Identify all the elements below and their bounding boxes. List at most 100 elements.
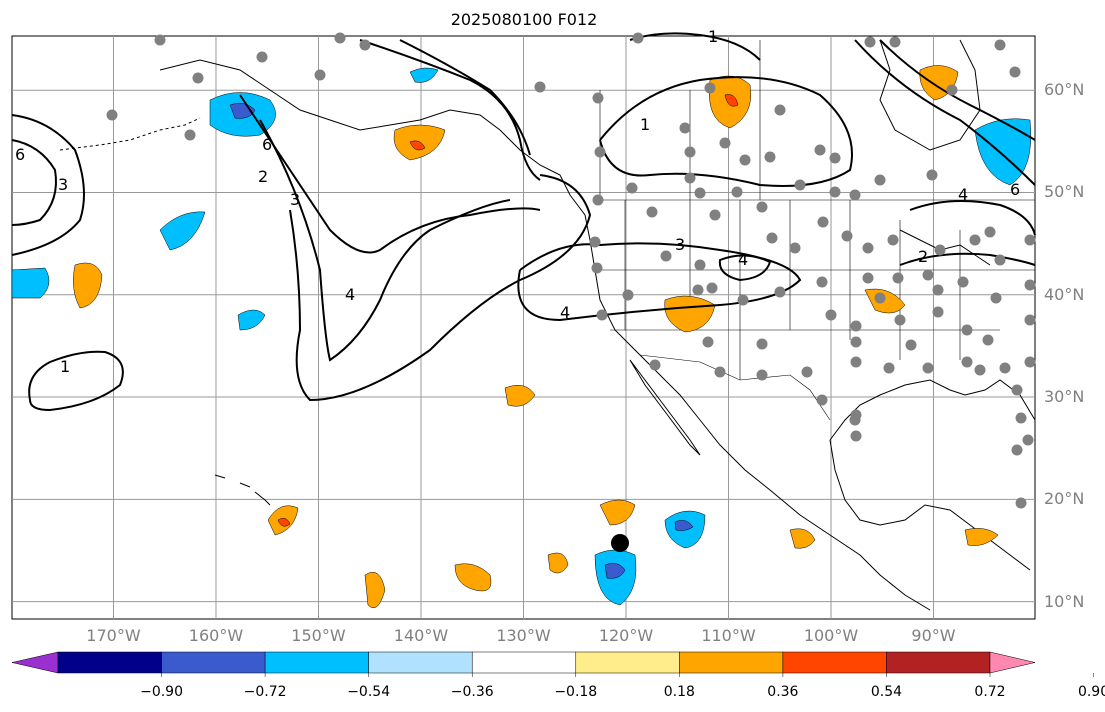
- colorbar: [11, 651, 1094, 677]
- contour-label: 1: [640, 115, 650, 134]
- shade-orange-sub: [504, 384, 536, 407]
- station-dot: [154, 34, 166, 46]
- station-dot: [756, 369, 768, 381]
- colorbar-tick-label: −0.54: [347, 684, 391, 700]
- station-dot: [789, 242, 801, 254]
- station-dot: [359, 39, 371, 51]
- colorbar-tick-label: −0.90: [140, 684, 183, 700]
- station-dot: [1011, 384, 1023, 396]
- station-dot: [594, 146, 606, 158]
- colorbar-bin: [161, 651, 266, 674]
- station-dot: [816, 276, 828, 288]
- station-dot: [626, 182, 638, 194]
- lon-label: 90°W: [911, 626, 956, 645]
- station-dot: [646, 206, 658, 218]
- contour-label: 4: [560, 303, 570, 322]
- contour-label: 6: [15, 145, 25, 164]
- colorbar-tick-label: 0.36: [767, 684, 799, 700]
- shade-orange-mexico: [789, 528, 816, 549]
- colorbar-bin: [679, 651, 784, 674]
- station-dots: [106, 32, 1036, 509]
- station-dot: [957, 276, 969, 288]
- station-dot: [825, 309, 837, 321]
- station-dot: [756, 338, 768, 350]
- hudson-bay: [879, 39, 981, 151]
- shade-orange-tropics: [599, 499, 636, 526]
- station-dot: [934, 244, 946, 256]
- lat-label: 20°N: [1044, 489, 1085, 509]
- station-dot: [692, 284, 704, 296]
- station-dot: [702, 336, 714, 348]
- shade-orange-w-pacific: [73, 262, 103, 309]
- station-dot: [969, 234, 981, 246]
- colorbar-tick-label: 0.72: [974, 684, 1006, 700]
- station-dot: [737, 294, 749, 306]
- shade-orange-plains: [864, 288, 906, 314]
- station-dot: [739, 154, 751, 166]
- station-dot: [894, 314, 906, 326]
- hawaii-islands: [214, 474, 271, 506]
- station-dot: [829, 152, 841, 164]
- mexico-east-coast: [829, 439, 1031, 571]
- lat-label: 40°N: [1044, 284, 1085, 304]
- colorbar-tick-label: −0.18: [554, 684, 598, 700]
- station-dot: [850, 356, 862, 368]
- lon-label: 130°W: [496, 626, 551, 645]
- shade-darkblue-tropics: [604, 563, 626, 579]
- station-dot: [684, 172, 696, 184]
- lon-label: 110°W: [701, 626, 756, 645]
- station-dot: [660, 250, 672, 262]
- station-dot: [982, 334, 994, 346]
- contour-label: 3: [290, 190, 300, 209]
- station-dot: [922, 362, 934, 374]
- gulf-coast: [829, 379, 1036, 441]
- station-dot: [704, 82, 716, 94]
- baja-california: [629, 359, 701, 456]
- station-dot: [592, 92, 604, 104]
- station-dot: [961, 324, 973, 336]
- shade-blue-bc: [409, 67, 439, 83]
- station-dot: [862, 272, 874, 284]
- colorbar-bin: [575, 651, 680, 674]
- contour-label: 1: [60, 357, 70, 376]
- shade-blue-c-pacific: [159, 211, 206, 251]
- colorbar-tick-label: −0.72: [243, 684, 287, 700]
- station-dot: [314, 69, 326, 81]
- contour-label: 3: [58, 175, 68, 194]
- station-dot: [679, 122, 691, 134]
- station-dot: [814, 144, 826, 156]
- contour-label: 2: [918, 247, 928, 266]
- colorbar-tick-label: 0.90: [1077, 684, 1105, 700]
- contour-label: 3: [675, 235, 685, 254]
- station-dot: [850, 430, 862, 442]
- station-dot: [999, 362, 1011, 374]
- station-dot: [622, 289, 634, 301]
- station-dot: [719, 137, 731, 149]
- lon-label: 100°W: [803, 626, 859, 645]
- station-dot: [946, 84, 958, 96]
- station-dot: [801, 366, 813, 378]
- alaska-coast: [159, 59, 571, 196]
- station-dot: [974, 364, 986, 376]
- station-dot: [1024, 279, 1036, 291]
- station-dot: [862, 242, 874, 254]
- colorbar-tick-label: 0.54: [870, 684, 903, 700]
- station-dot: [816, 394, 828, 406]
- station-dot: [905, 339, 917, 351]
- lat-label: 30°N: [1044, 387, 1085, 407]
- shade-orange-southwest: [664, 295, 716, 333]
- station-dot: [766, 232, 778, 244]
- station-dot: [850, 336, 862, 348]
- contour-label: 1: [708, 27, 718, 46]
- station-dot: [1015, 497, 1027, 509]
- station-dot: [1009, 66, 1021, 78]
- shade-red-hawaii: [277, 517, 291, 527]
- station-dot: [106, 109, 118, 121]
- station-dot: [864, 36, 876, 48]
- station-dot: [994, 254, 1006, 266]
- station-dot: [589, 236, 601, 248]
- shade-darkblue-tropics2: [674, 520, 694, 531]
- station-dot: [889, 36, 901, 48]
- aleutian-islands: [59, 117, 201, 151]
